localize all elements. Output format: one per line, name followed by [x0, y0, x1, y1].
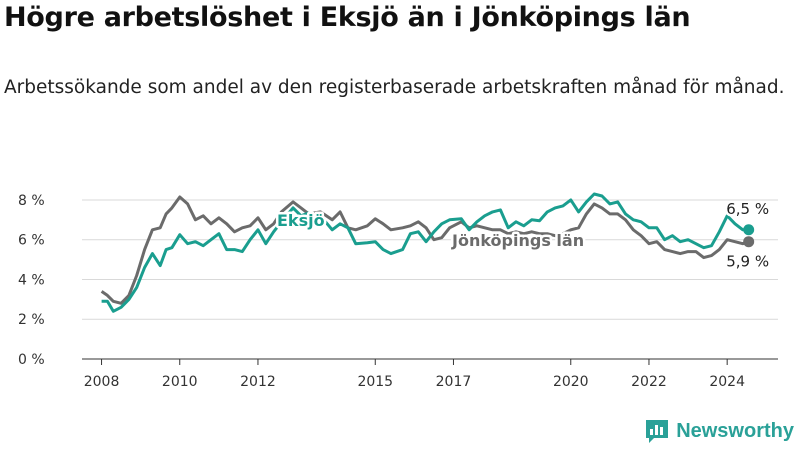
y-axis-labels: 0 % 2 % 4 % 6 % 8 %	[18, 193, 45, 368]
x-tick-label: 2010	[162, 374, 198, 390]
x-tick-label: 2022	[631, 374, 667, 390]
x-tick-label: 2008	[84, 374, 120, 390]
series-line-eksjo	[101, 192, 749, 313]
end-point-marker	[743, 236, 755, 248]
end-point-marker	[743, 224, 755, 236]
brand-logo: Newsworthy	[644, 418, 794, 444]
chart-subtitle: Arbetssökande som andel av den registerb…	[4, 77, 785, 98]
series-label-lan-halo: Jönköpings län	[451, 231, 584, 250]
end-label-eksjo: 6,5 %	[726, 200, 769, 218]
series-label-eksjo: Eksjö	[277, 211, 325, 230]
brand-name: Newsworthy	[676, 419, 794, 442]
end-label-eksjo-halo: 6,5 %	[726, 200, 769, 218]
newsworthy-logo-icon	[646, 420, 669, 443]
x-tick-label: 2017	[436, 374, 472, 390]
y-tick-label: 4 %	[18, 272, 45, 288]
end-label-lan-halo: 5,9 %	[726, 253, 769, 271]
x-tick-label: 2015	[357, 374, 393, 390]
grid	[82, 199, 778, 360]
x-tick-label: 2024	[709, 374, 745, 390]
y-tick-label: 8 %	[18, 193, 45, 209]
y-tick-label: 0 %	[18, 352, 45, 368]
series-lines	[100, 192, 755, 313]
y-tick-label: 2 %	[18, 312, 45, 328]
series-label-lan: Jönköpings län	[451, 231, 584, 250]
series-line-lan	[100, 195, 750, 305]
chart-title: Högre arbetslöshet i Eksjö än i Jönköpin…	[4, 2, 691, 33]
x-axis: 2008 2010 2012 2015 2017 2020 2022 2024	[82, 358, 778, 390]
x-tick-label: 2012	[240, 374, 276, 390]
x-tick-label: 2020	[553, 374, 589, 390]
series-label-eksjo-halo: Eksjö	[277, 211, 325, 230]
end-label-lan: 5,9 %	[726, 253, 769, 271]
y-tick-label: 6 %	[18, 233, 45, 249]
